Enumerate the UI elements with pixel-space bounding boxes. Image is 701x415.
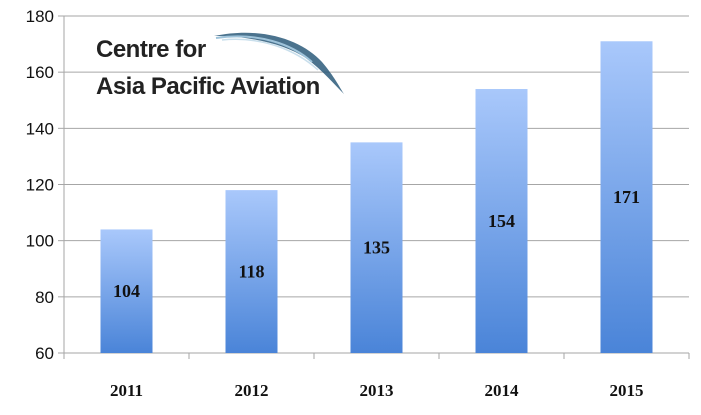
x-tick-label: 2011: [110, 381, 143, 400]
bar-2014: [475, 89, 528, 354]
y-tick-label: 160: [26, 63, 54, 82]
x-axis: 2011 2012 2013 2014 2015: [63, 353, 690, 400]
logo-swoosh: [214, 32, 344, 94]
bar-2012: [225, 190, 278, 353]
data-labels: 104 118 135 154 171: [113, 187, 640, 301]
x-tick-label: 2014: [485, 381, 520, 400]
logo-swoosh-highlight: [221, 38, 319, 71]
bar-2013: [350, 142, 403, 353]
data-label-2015: 171: [613, 187, 640, 207]
logo-line-2: Asia Pacific Aviation: [96, 73, 320, 100]
y-tick-label: 80: [35, 288, 54, 307]
x-tick-label: 2013: [360, 381, 394, 400]
data-label-2011: 104: [113, 281, 140, 301]
data-label-2012: 118: [238, 262, 264, 282]
data-label-2014: 154: [488, 211, 515, 231]
logo-swoosh-highlight: [215, 35, 313, 63]
y-tick-label: 140: [26, 119, 54, 138]
bars: [100, 41, 653, 354]
logo: Centre for Asia Pacific Aviation: [96, 32, 344, 100]
data-label-2013: 135: [363, 238, 390, 258]
bar-2015: [600, 41, 653, 354]
logo-line-1: Centre for: [96, 36, 206, 63]
x-tick-label: 2012: [235, 381, 269, 400]
bar-2011: [100, 229, 153, 353]
y-tick-label: 180: [26, 7, 54, 26]
y-axis: 60 80 100 120 140 160 180: [26, 7, 65, 363]
y-tick-label: 100: [26, 232, 54, 251]
x-tick-label: 2015: [610, 381, 644, 400]
y-tick-label: 60: [35, 344, 54, 363]
y-tick-label: 120: [26, 176, 54, 195]
